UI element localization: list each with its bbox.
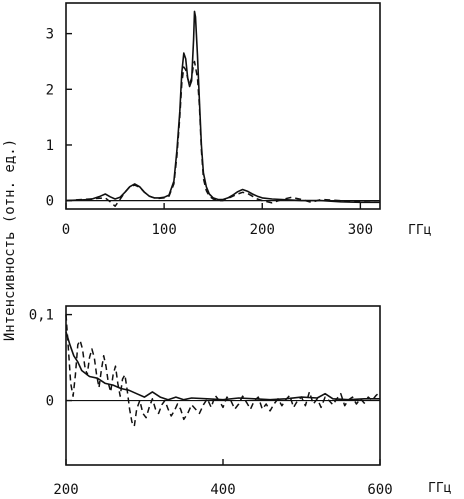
bottom-x-unit-label: ГГц — [428, 481, 452, 496]
top-y-tick-label: 0 — [46, 194, 54, 210]
bottom-x-tick-label: 200 — [53, 482, 78, 498]
top-x-tick-label: 200 — [250, 222, 275, 238]
bottom-panel: 200 400 600 0 0,1 ГГц — [29, 305, 452, 498]
top-solid-series-line — [65, 10, 380, 204]
bottom-dashed-series-line — [65, 314, 381, 428]
top-x-tick-label: 0 — [62, 222, 70, 238]
top-plot-frame — [65, 2, 381, 210]
top-y-tick-label: 2 — [46, 82, 54, 98]
top-panel: 0 100 200 300 0 1 2 3 ГГц — [46, 2, 432, 238]
top-x-tick-label: 100 — [151, 222, 176, 238]
top-y-tick-label: 3 — [46, 27, 54, 43]
top-x-unit-label: ГГц — [408, 223, 432, 238]
bottom-solid-series-line — [65, 331, 380, 401]
top-dashed-series-line — [65, 60, 381, 207]
bottom-y-tick-label: 0 — [46, 394, 54, 410]
bottom-x-tick-label: 400 — [210, 482, 235, 498]
y-axis-label: Интенсивность (отн. ед.) — [2, 139, 18, 341]
top-x-tick-label: 300 — [348, 222, 373, 238]
top-y-tick-label: 1 — [46, 138, 54, 154]
bottom-y-tick-label: 0,1 — [29, 308, 54, 324]
bottom-x-tick-label: 600 — [367, 482, 392, 498]
